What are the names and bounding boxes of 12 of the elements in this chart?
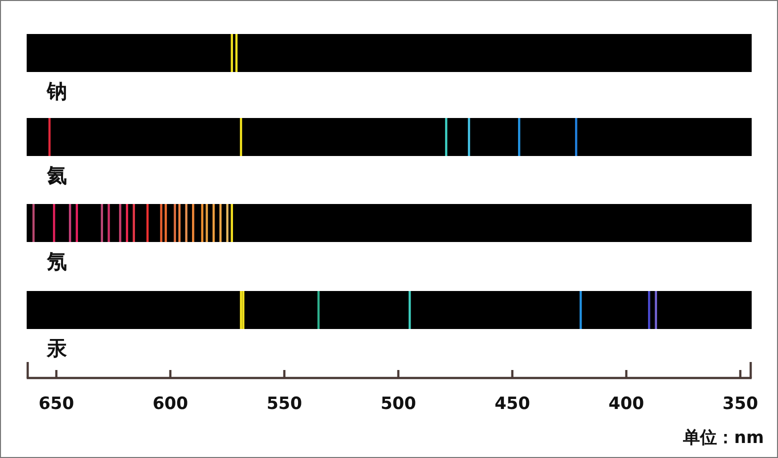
x-tick-label: 450 <box>494 394 530 414</box>
text: 汞 <box>46 336 67 360</box>
text: 氦 <box>46 163 67 187</box>
x-tick-label: 650 <box>38 394 74 414</box>
x-tick-label: 400 <box>608 394 644 414</box>
text: 钠 <box>46 79 67 103</box>
x-tick-label: 350 <box>722 394 758 414</box>
x-tick-label: 550 <box>266 394 302 414</box>
x-axis-title: 单位：nm <box>682 428 764 448</box>
x-tick-label: 600 <box>152 394 188 414</box>
x-tick-label: 500 <box>380 394 416 414</box>
text: 氖 <box>46 249 67 273</box>
